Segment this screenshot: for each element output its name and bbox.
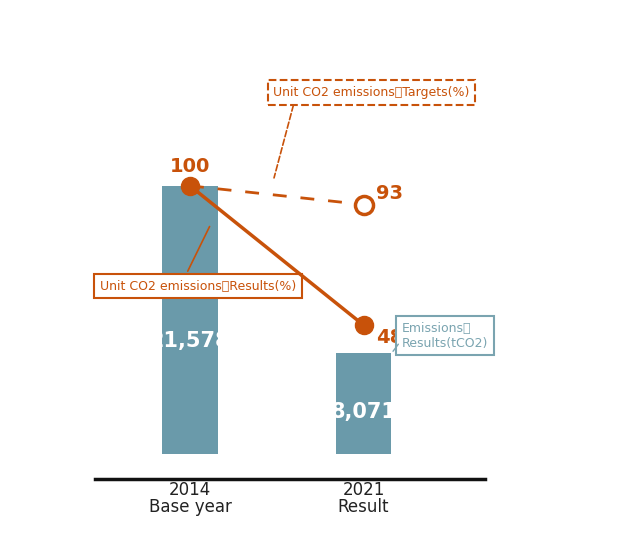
Text: 21,578: 21,578	[150, 331, 230, 351]
Text: Unit CO2 emissions・Results(%): Unit CO2 emissions・Results(%)	[100, 279, 296, 293]
Text: 2014: 2014	[169, 481, 211, 499]
Text: 48: 48	[375, 328, 403, 346]
Text: Unit CO2 emissions・Targets(%): Unit CO2 emissions・Targets(%)	[273, 86, 470, 99]
Text: 100: 100	[170, 157, 210, 176]
Text: Result: Result	[338, 498, 389, 516]
Text: Emissions・
Results(tCO2): Emissions・ Results(tCO2)	[402, 322, 488, 350]
Text: 93: 93	[375, 184, 403, 204]
Text: 2021: 2021	[342, 481, 385, 499]
Bar	[162, 186, 218, 454]
Bar	[336, 354, 391, 454]
Text: Base year: Base year	[149, 498, 231, 516]
Text: 8,071: 8,071	[331, 402, 396, 422]
